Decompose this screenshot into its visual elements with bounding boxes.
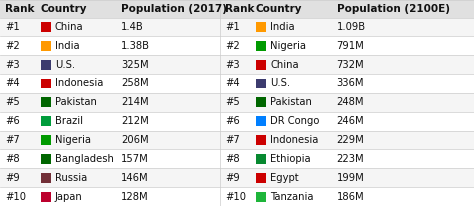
Text: Japan: Japan — [55, 192, 83, 202]
Text: #4: #4 — [5, 78, 19, 89]
Text: #8: #8 — [225, 154, 240, 164]
FancyBboxPatch shape — [0, 36, 474, 55]
Text: 258M: 258M — [121, 78, 148, 89]
FancyBboxPatch shape — [41, 78, 51, 88]
Text: 336M: 336M — [337, 78, 364, 89]
Text: Rank: Rank — [225, 4, 255, 14]
Text: DR Congo: DR Congo — [270, 116, 319, 126]
Text: 1.38B: 1.38B — [121, 41, 150, 51]
Text: 214M: 214M — [121, 97, 148, 107]
Text: 1.4B: 1.4B — [121, 22, 144, 32]
Text: 223M: 223M — [337, 154, 364, 164]
FancyBboxPatch shape — [0, 149, 474, 168]
FancyBboxPatch shape — [41, 192, 51, 201]
Text: Pakistan: Pakistan — [55, 97, 97, 107]
FancyBboxPatch shape — [256, 116, 266, 126]
FancyBboxPatch shape — [41, 135, 51, 145]
Text: #3: #3 — [5, 60, 19, 70]
FancyBboxPatch shape — [0, 55, 474, 74]
FancyBboxPatch shape — [0, 74, 474, 93]
Text: 146M: 146M — [121, 173, 148, 183]
Text: Egypt: Egypt — [270, 173, 299, 183]
Text: Brazil: Brazil — [55, 116, 83, 126]
FancyBboxPatch shape — [41, 60, 51, 70]
Text: Country: Country — [40, 4, 87, 14]
Text: India: India — [55, 41, 80, 51]
FancyBboxPatch shape — [41, 154, 51, 164]
Text: #1: #1 — [225, 22, 240, 32]
Text: China: China — [55, 22, 83, 32]
Text: #4: #4 — [225, 78, 240, 89]
Text: Indonesia: Indonesia — [270, 135, 319, 145]
Text: Population (2017): Population (2017) — [121, 4, 227, 14]
Text: #9: #9 — [225, 173, 240, 183]
Text: 212M: 212M — [121, 116, 149, 126]
FancyBboxPatch shape — [256, 41, 266, 51]
FancyBboxPatch shape — [256, 97, 266, 107]
FancyBboxPatch shape — [41, 41, 51, 51]
Text: Tanzania: Tanzania — [270, 192, 314, 202]
Text: 186M: 186M — [337, 192, 364, 202]
Text: #10: #10 — [5, 192, 26, 202]
Text: #3: #3 — [225, 60, 240, 70]
Text: #9: #9 — [5, 173, 19, 183]
Text: U.S.: U.S. — [270, 78, 290, 89]
FancyBboxPatch shape — [0, 112, 474, 131]
Text: #8: #8 — [5, 154, 19, 164]
Text: U.S.: U.S. — [55, 60, 75, 70]
Text: 325M: 325M — [121, 60, 148, 70]
Text: Ethiopia: Ethiopia — [270, 154, 311, 164]
Text: Pakistan: Pakistan — [270, 97, 312, 107]
Text: 1.09B: 1.09B — [337, 22, 365, 32]
Text: #1: #1 — [5, 22, 19, 32]
Text: Bangladesh: Bangladesh — [55, 154, 114, 164]
Text: #5: #5 — [225, 97, 240, 107]
Text: Nigeria: Nigeria — [55, 135, 91, 145]
Text: #7: #7 — [225, 135, 240, 145]
Text: #6: #6 — [5, 116, 19, 126]
Text: Indonesia: Indonesia — [55, 78, 103, 89]
Text: Russia: Russia — [55, 173, 87, 183]
Text: #2: #2 — [5, 41, 19, 51]
FancyBboxPatch shape — [256, 22, 266, 32]
Text: 199M: 199M — [337, 173, 365, 183]
Text: 791M: 791M — [337, 41, 365, 51]
FancyBboxPatch shape — [0, 0, 474, 18]
Text: #10: #10 — [225, 192, 246, 202]
Text: 157M: 157M — [121, 154, 149, 164]
FancyBboxPatch shape — [0, 18, 474, 36]
Text: 248M: 248M — [337, 97, 364, 107]
Text: #6: #6 — [225, 116, 240, 126]
Text: 128M: 128M — [121, 192, 148, 202]
Text: India: India — [270, 22, 295, 32]
Text: China: China — [270, 60, 299, 70]
FancyBboxPatch shape — [256, 154, 266, 164]
FancyBboxPatch shape — [41, 22, 51, 32]
Text: 246M: 246M — [337, 116, 364, 126]
Text: Country: Country — [256, 4, 302, 14]
Text: 229M: 229M — [337, 135, 365, 145]
FancyBboxPatch shape — [256, 173, 266, 183]
FancyBboxPatch shape — [41, 173, 51, 183]
FancyBboxPatch shape — [41, 97, 51, 107]
FancyBboxPatch shape — [0, 93, 474, 112]
Text: Rank: Rank — [5, 4, 34, 14]
Text: #5: #5 — [5, 97, 19, 107]
Text: #7: #7 — [5, 135, 19, 145]
Text: 732M: 732M — [337, 60, 364, 70]
FancyBboxPatch shape — [0, 187, 474, 206]
FancyBboxPatch shape — [256, 78, 266, 88]
FancyBboxPatch shape — [256, 192, 266, 201]
Text: 206M: 206M — [121, 135, 148, 145]
FancyBboxPatch shape — [256, 60, 266, 70]
Text: Nigeria: Nigeria — [270, 41, 306, 51]
FancyBboxPatch shape — [0, 168, 474, 187]
Text: Population (2100E): Population (2100E) — [337, 4, 449, 14]
FancyBboxPatch shape — [256, 135, 266, 145]
FancyBboxPatch shape — [41, 116, 51, 126]
Text: #2: #2 — [225, 41, 240, 51]
FancyBboxPatch shape — [0, 131, 474, 149]
